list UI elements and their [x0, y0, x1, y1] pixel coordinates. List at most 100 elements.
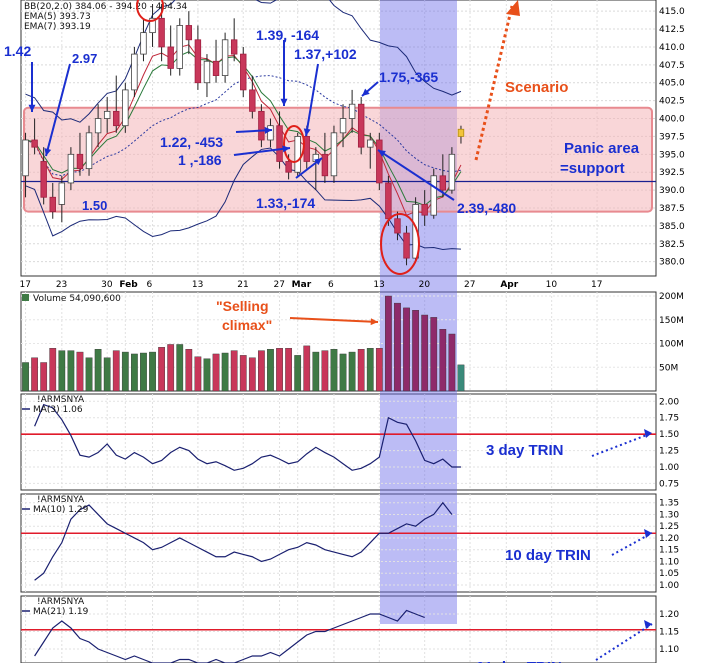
candle-body	[158, 17, 165, 48]
volume-bar	[194, 356, 202, 392]
candle-body	[457, 128, 465, 137]
selling-climax-label: "Selling	[216, 298, 269, 314]
candle-body	[212, 60, 220, 76]
price-tick-label: 400.0	[659, 115, 685, 125]
volume-bar	[121, 351, 129, 392]
trin-line	[34, 609, 425, 663]
circle-marker	[283, 125, 305, 163]
arrow-2-97	[45, 63, 71, 157]
candle-body	[339, 118, 347, 134]
candle-body	[376, 139, 383, 184]
volume-tick-label: 200M	[659, 292, 684, 302]
arrow-2-39-head	[378, 150, 386, 157]
volume-bar	[303, 345, 311, 392]
trin-label: !ARMSNYA	[37, 495, 85, 505]
trin-tick-label: 1.75	[659, 414, 679, 424]
price-tick-label: 415.0	[659, 7, 685, 17]
circle-marker	[380, 213, 420, 275]
trin-tick-label: 1.00	[659, 463, 679, 473]
candle-body	[113, 110, 120, 127]
volume-bar	[430, 317, 438, 392]
price-tick-label: 380.0	[659, 258, 685, 268]
volume-bar	[203, 358, 211, 392]
x-tick-label: Feb	[119, 280, 138, 290]
selling-climax-arrow	[289, 317, 379, 323]
bb-legend: BB(20,2.0) 384.06 - 394.20 - 404.34	[24, 2, 188, 12]
price-annotation: 1 ,-186	[178, 152, 222, 168]
candle-body	[267, 125, 274, 141]
volume-bar	[412, 310, 419, 392]
selling-climax-label: climax"	[222, 317, 272, 333]
candle-body	[76, 153, 84, 170]
trin-line	[34, 501, 453, 581]
trin-tick-label: 1.20	[659, 534, 679, 544]
arrow-1-42-head	[28, 104, 36, 112]
price-tick-label: 405.0	[659, 79, 685, 89]
trin-label: !ARMSNYA	[37, 395, 85, 405]
trin-tick-label: 1.20	[659, 610, 679, 620]
candle-body	[140, 32, 147, 55]
candle-body	[357, 103, 365, 148]
candle-body	[94, 118, 102, 134]
x-tick-label: Mar	[292, 280, 312, 290]
candle-body	[249, 89, 256, 112]
x-tick-label: 17	[591, 280, 602, 290]
volume-bar	[321, 350, 329, 392]
scenario-arrow-head	[506, 0, 520, 16]
scenario-arrow	[474, 5, 514, 161]
price-tick-label: 410.0	[659, 43, 685, 53]
candle-body	[58, 182, 66, 205]
candle-body	[394, 218, 401, 234]
volume-bar	[276, 348, 283, 392]
volume-tick-label: 50M	[659, 363, 678, 373]
trin-tick-label: 0.75	[659, 479, 679, 489]
candle-body	[40, 161, 47, 198]
circle-marker	[136, 0, 164, 22]
candle-body	[285, 161, 292, 173]
volume-bar	[40, 362, 48, 392]
price-tick-label: 387.5	[659, 204, 685, 214]
volume-bar	[112, 350, 120, 392]
volume-tick-label: 100M	[659, 340, 684, 350]
volume-bar	[339, 353, 347, 392]
trin-ma-label: MA(10) 1.29	[33, 505, 89, 515]
volume-bar	[258, 350, 265, 392]
volume-tick-label: 150M	[659, 316, 684, 326]
trin-dotted-arrow-head	[644, 620, 652, 629]
volume-bar	[76, 351, 84, 392]
arrow-1-186	[233, 147, 291, 156]
volume-bar	[176, 344, 184, 392]
candle-body	[294, 136, 301, 173]
trin-tick-label: 1.15	[659, 546, 679, 556]
candle-body	[221, 39, 229, 76]
price-tick-label: 397.5	[659, 132, 685, 142]
trin-tick-label: 1.35	[659, 499, 679, 509]
volume-bar	[149, 351, 156, 392]
candle-body	[258, 110, 265, 141]
panel-frame-3	[20, 393, 657, 491]
volume-legend-swatch	[22, 294, 29, 301]
x-tick-label: 13	[192, 280, 203, 290]
volume-bar	[49, 348, 57, 392]
volume-bar	[167, 344, 175, 392]
candle-body	[22, 139, 29, 177]
candle-body	[122, 89, 129, 127]
candle-body	[230, 39, 238, 55]
candle-body	[348, 103, 356, 119]
ema7-legend: EMA(7) 393.19	[24, 22, 91, 32]
candle-body	[31, 139, 38, 148]
candle-body	[167, 46, 174, 69]
price-annotation: 1.75,-365	[379, 69, 438, 85]
x-tick-label: 10	[546, 280, 558, 290]
volume-bar	[357, 349, 365, 392]
candle-body	[421, 204, 428, 216]
arrow-1-37	[305, 63, 319, 137]
trin-dotted-arrow-head	[644, 529, 652, 538]
candle-body	[448, 153, 456, 191]
volume-bar	[439, 329, 447, 392]
price-annotation: 1.39, -164	[256, 27, 319, 43]
bollinger-upper-band	[25, 0, 462, 123]
volume-bar	[131, 353, 138, 392]
volume-bar	[312, 351, 320, 392]
x-tick-label: 13	[373, 280, 384, 290]
